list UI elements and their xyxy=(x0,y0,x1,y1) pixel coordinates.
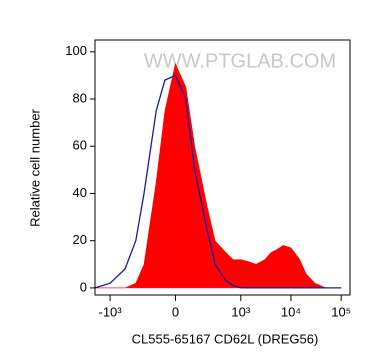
x-tick-label: 0 xyxy=(172,304,179,319)
x-tick-label: 10³ xyxy=(231,304,250,319)
y-tick-label: 0 xyxy=(80,279,87,294)
y-tick-label: 40 xyxy=(73,185,87,200)
x-axis-label: CL555-65167 CD62L (DREG56) xyxy=(132,331,319,346)
plot-frame xyxy=(94,39,351,296)
histogram-line xyxy=(94,74,342,289)
y-tick-label: 20 xyxy=(73,232,87,247)
x-tick-label: 10⁵ xyxy=(331,304,351,319)
watermark: WWW.PTGLAB.COM xyxy=(144,50,336,72)
y-tick-label: 80 xyxy=(73,90,87,105)
histogram-area xyxy=(94,62,342,289)
y-axis-label: Relative cell number xyxy=(27,108,42,226)
y-tick-label: 100 xyxy=(65,43,87,58)
x-tick-label: 10⁴ xyxy=(281,304,301,319)
y-tick-label: 60 xyxy=(73,138,87,153)
x-tick-label: -10³ xyxy=(99,304,123,319)
